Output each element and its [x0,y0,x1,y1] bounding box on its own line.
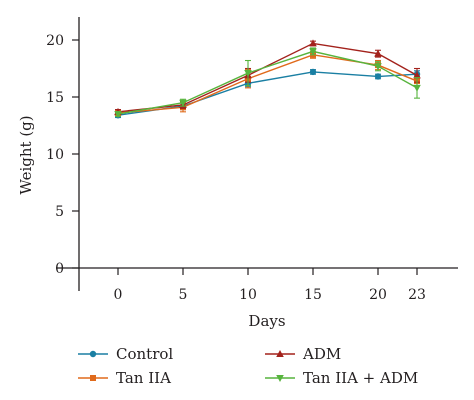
x-tick-label: 0 [114,287,123,303]
legend-label: Control [116,345,173,363]
series-adm [114,39,421,115]
x-tick-label: 10 [239,287,257,303]
x-axis-ticks: 0 5 10 15 20 23 [114,268,426,303]
x-tick-label: 23 [408,287,426,303]
data-point [309,39,317,47]
series-line [117,50,418,115]
data-point [309,68,317,76]
x-axis-title: Days [248,312,285,330]
data-point [114,111,122,119]
data-point [244,70,252,78]
x-tick-label: 5 [179,287,188,303]
legend: Control Tan IIA ADM Tan IIA + ADM [78,345,418,387]
legend-item: ADM [265,345,341,363]
data-point [179,99,187,107]
y-tick-label: 15 [46,90,64,106]
series-tan-iia-adm [114,47,421,119]
series-control [114,68,421,119]
legend-item: Tan IIA + ADM [265,369,418,387]
legend-marker [90,375,96,381]
axes [56,17,458,291]
plot-area [114,39,421,119]
y-tick-label: 10 [46,147,64,163]
legend-label: Tan IIA + ADM [303,369,418,387]
series-line [117,54,418,114]
data-point [413,71,421,79]
legend-marker [276,350,284,357]
data-point [374,73,382,80]
legend-item: Tan IIA [78,369,171,387]
y-tick-label: 20 [46,33,64,49]
legend-label: ADM [302,345,341,363]
data-point [374,63,382,71]
series-line [117,42,418,113]
y-axis-ticks: 0 5 10 15 20 [46,33,79,277]
legend-marker [276,375,284,382]
legend-label: Tan IIA [116,369,171,387]
data-point [374,49,382,57]
x-tick-label: 15 [304,287,322,303]
x-tick-label: 20 [369,287,387,303]
legend-marker [89,350,97,358]
data-point [309,48,317,56]
y-tick-label: 0 [55,261,64,277]
y-axis-title: Weight (g) [17,115,35,194]
data-point [413,84,421,92]
y-tick-label: 5 [55,204,64,220]
legend-item: Control [78,345,173,363]
